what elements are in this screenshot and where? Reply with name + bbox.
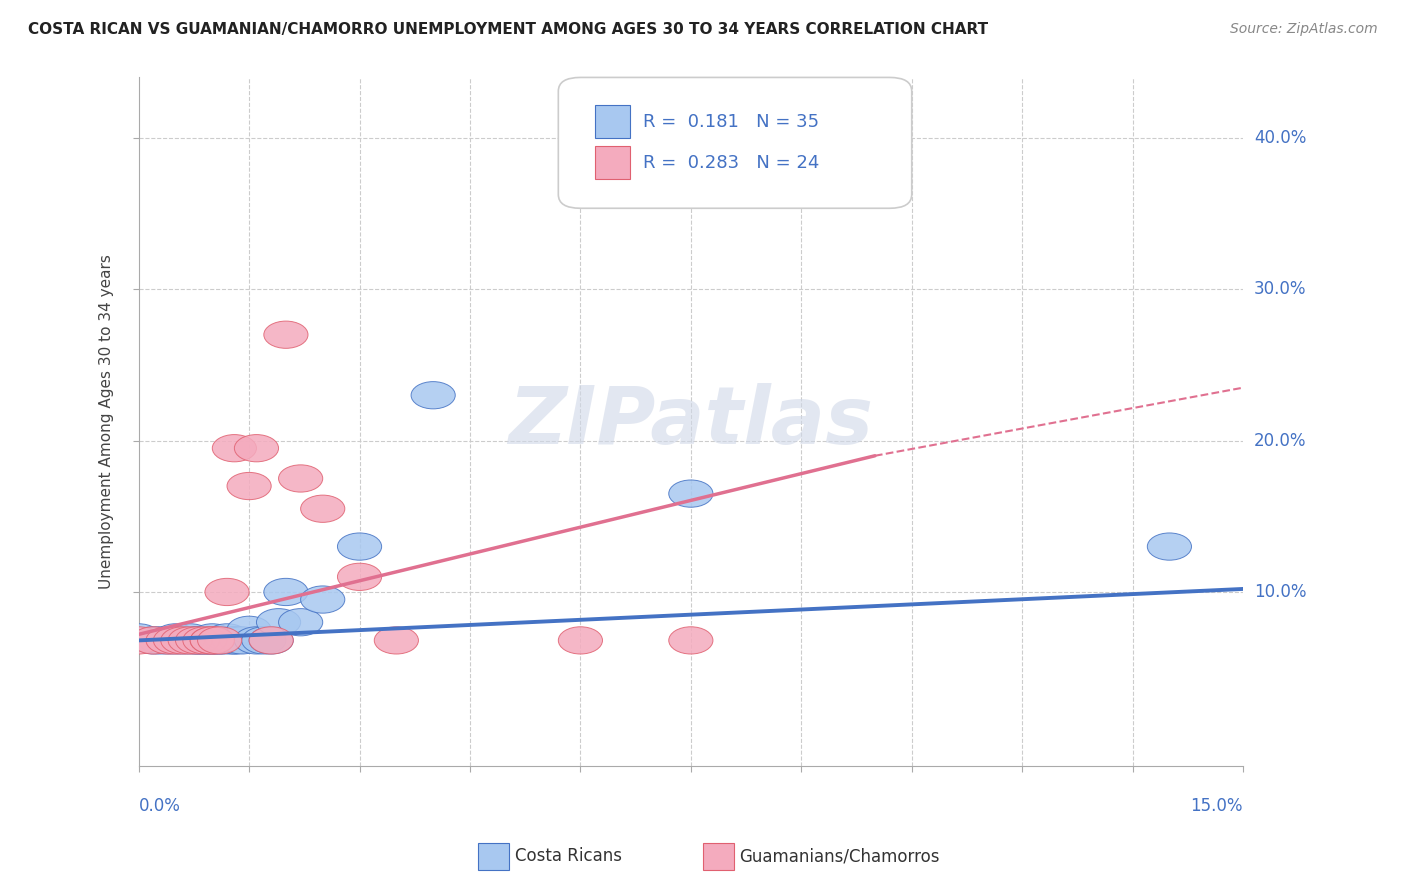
- Ellipse shape: [169, 627, 212, 654]
- Ellipse shape: [219, 627, 264, 654]
- Ellipse shape: [117, 627, 160, 654]
- Text: 20.0%: 20.0%: [1254, 432, 1306, 450]
- Ellipse shape: [669, 627, 713, 654]
- Ellipse shape: [374, 627, 419, 654]
- Ellipse shape: [198, 627, 242, 654]
- Ellipse shape: [131, 627, 176, 654]
- Ellipse shape: [669, 480, 713, 508]
- Text: 0.0%: 0.0%: [139, 797, 180, 814]
- Ellipse shape: [226, 473, 271, 500]
- Ellipse shape: [139, 627, 183, 654]
- Ellipse shape: [131, 627, 176, 654]
- Ellipse shape: [160, 627, 205, 654]
- Ellipse shape: [183, 627, 226, 654]
- Ellipse shape: [169, 627, 212, 654]
- Ellipse shape: [146, 627, 190, 654]
- Ellipse shape: [212, 627, 256, 654]
- Ellipse shape: [249, 627, 294, 654]
- Ellipse shape: [176, 627, 219, 654]
- Ellipse shape: [117, 624, 160, 651]
- Ellipse shape: [337, 563, 381, 591]
- Ellipse shape: [212, 434, 256, 462]
- Text: R =  0.283   N = 24: R = 0.283 N = 24: [644, 153, 820, 172]
- Text: Guamanians/Chamorros: Guamanians/Chamorros: [740, 847, 941, 865]
- Ellipse shape: [411, 382, 456, 409]
- FancyBboxPatch shape: [595, 146, 630, 179]
- Text: COSTA RICAN VS GUAMANIAN/CHAMORRO UNEMPLOYMENT AMONG AGES 30 TO 34 YEARS CORRELA: COSTA RICAN VS GUAMANIAN/CHAMORRO UNEMPL…: [28, 22, 988, 37]
- Ellipse shape: [1147, 533, 1191, 560]
- Ellipse shape: [242, 627, 285, 654]
- Ellipse shape: [337, 533, 381, 560]
- Ellipse shape: [205, 578, 249, 606]
- Ellipse shape: [190, 624, 235, 651]
- Ellipse shape: [153, 627, 198, 654]
- Text: Source: ZipAtlas.com: Source: ZipAtlas.com: [1230, 22, 1378, 37]
- Text: Costa Ricans: Costa Ricans: [515, 847, 621, 865]
- Ellipse shape: [226, 616, 271, 643]
- Y-axis label: Unemployment Among Ages 30 to 34 years: Unemployment Among Ages 30 to 34 years: [100, 254, 114, 589]
- Ellipse shape: [301, 586, 344, 613]
- Ellipse shape: [190, 627, 235, 654]
- Ellipse shape: [198, 627, 242, 654]
- Ellipse shape: [198, 627, 242, 654]
- Ellipse shape: [190, 627, 235, 654]
- Ellipse shape: [235, 434, 278, 462]
- Ellipse shape: [183, 627, 226, 654]
- Ellipse shape: [690, 94, 735, 121]
- Ellipse shape: [235, 627, 278, 654]
- Ellipse shape: [205, 624, 249, 651]
- Ellipse shape: [278, 608, 323, 636]
- Ellipse shape: [176, 627, 219, 654]
- Ellipse shape: [190, 627, 235, 654]
- Ellipse shape: [153, 624, 198, 651]
- Ellipse shape: [160, 627, 205, 654]
- Ellipse shape: [183, 627, 226, 654]
- Text: 15.0%: 15.0%: [1191, 797, 1243, 814]
- Ellipse shape: [558, 627, 603, 654]
- Ellipse shape: [212, 627, 256, 654]
- Ellipse shape: [256, 608, 301, 636]
- FancyBboxPatch shape: [558, 78, 911, 208]
- Ellipse shape: [264, 321, 308, 348]
- Ellipse shape: [146, 627, 190, 654]
- FancyBboxPatch shape: [595, 105, 630, 138]
- Ellipse shape: [249, 627, 294, 654]
- Text: 30.0%: 30.0%: [1254, 280, 1306, 298]
- Text: 40.0%: 40.0%: [1254, 129, 1306, 147]
- Ellipse shape: [169, 624, 212, 651]
- Text: ZIPatlas: ZIPatlas: [509, 383, 873, 461]
- Ellipse shape: [264, 578, 308, 606]
- Text: R =  0.181   N = 35: R = 0.181 N = 35: [644, 112, 820, 130]
- Ellipse shape: [278, 465, 323, 492]
- Ellipse shape: [301, 495, 344, 523]
- Text: 10.0%: 10.0%: [1254, 583, 1306, 601]
- Ellipse shape: [176, 627, 219, 654]
- Ellipse shape: [153, 627, 198, 654]
- Ellipse shape: [205, 627, 249, 654]
- Ellipse shape: [190, 627, 235, 654]
